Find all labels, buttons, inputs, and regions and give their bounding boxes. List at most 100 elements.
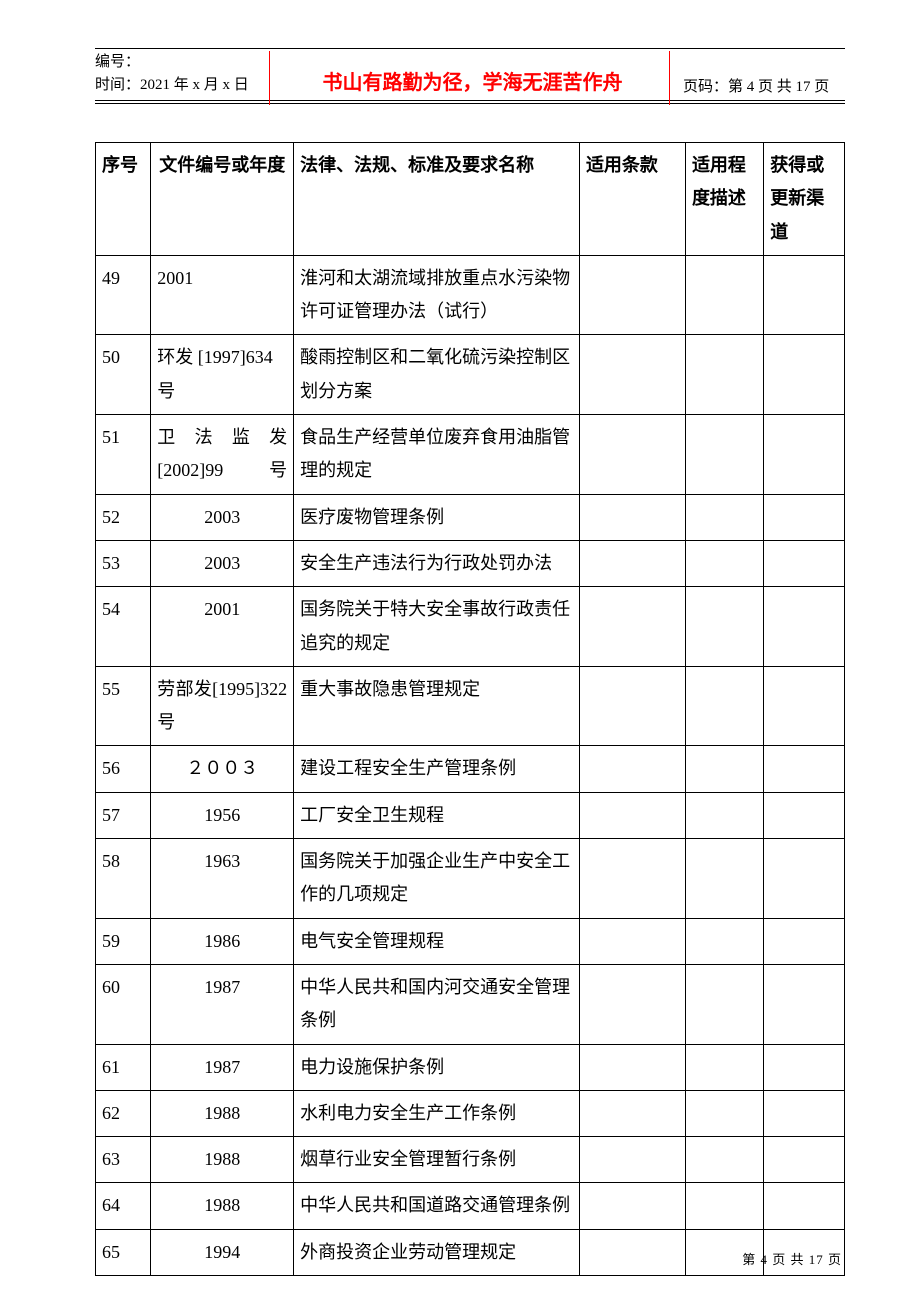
th-clause: 适用条款 bbox=[579, 143, 685, 256]
cell-degree bbox=[685, 1137, 763, 1183]
cell-clause bbox=[579, 1090, 685, 1136]
table-body: 492001淮河和太湖流域排放重点水污染物许可证管理办法（试行）50环发 [19… bbox=[96, 255, 845, 1275]
header-motto: 书山有路勤为径，学海无涯苦作舟 bbox=[270, 66, 675, 96]
table-row: 631988烟草行业安全管理暂行条例 bbox=[96, 1137, 845, 1183]
cell-name: 重大事故隐患管理规定 bbox=[294, 666, 580, 746]
cell-degree bbox=[685, 1183, 763, 1229]
cell-seq: 58 bbox=[96, 839, 151, 919]
th-source: 获得或更新渠道 bbox=[764, 143, 845, 256]
cell-doc: 2003 bbox=[151, 540, 294, 586]
cell-source bbox=[764, 964, 845, 1044]
cell-degree bbox=[685, 839, 763, 919]
cell-name: 电力设施保护条例 bbox=[294, 1044, 580, 1090]
table-row: 56２００３建设工程安全生产管理条例 bbox=[96, 746, 845, 792]
th-name: 法律、法规、标准及要求名称 bbox=[294, 143, 580, 256]
table-row: 492001淮河和太湖流域排放重点水污染物许可证管理办法（试行） bbox=[96, 255, 845, 335]
header-page-label: 页码：第 4 页 共 17 页 bbox=[675, 75, 845, 96]
table-row: 641988中华人民共和国道路交通管理条例 bbox=[96, 1183, 845, 1229]
cell-source bbox=[764, 746, 845, 792]
doc-number-label: 编号： bbox=[95, 51, 270, 74]
cell-name: 外商投资企业劳动管理规定 bbox=[294, 1229, 580, 1275]
cell-doc: 2003 bbox=[151, 494, 294, 540]
cell-name: 建设工程安全生产管理条例 bbox=[294, 746, 580, 792]
cell-degree bbox=[685, 335, 763, 415]
cell-clause bbox=[579, 1229, 685, 1275]
cell-clause bbox=[579, 918, 685, 964]
cell-seq: 63 bbox=[96, 1137, 151, 1183]
cell-doc: 1963 bbox=[151, 839, 294, 919]
cell-clause bbox=[579, 255, 685, 335]
cell-seq: 65 bbox=[96, 1229, 151, 1275]
cell-name: 国务院关于特大安全事故行政责任追究的规定 bbox=[294, 587, 580, 667]
cell-name: 工厂安全卫生规程 bbox=[294, 792, 580, 838]
footer-page-number: 第 4 页 共 17 页 bbox=[742, 1249, 842, 1268]
cell-source bbox=[764, 792, 845, 838]
table-row: 532003安全生产违法行为行政处罚办法 bbox=[96, 540, 845, 586]
cell-source bbox=[764, 1137, 845, 1183]
cell-name: 烟草行业安全管理暂行条例 bbox=[294, 1137, 580, 1183]
cell-doc: 1986 bbox=[151, 918, 294, 964]
cell-source bbox=[764, 1090, 845, 1136]
time-label: 时间：2021 年 x 月 x 日 bbox=[95, 74, 270, 97]
cell-doc: 2001 bbox=[151, 255, 294, 335]
cell-clause bbox=[579, 746, 685, 792]
cell-name: 食品生产经营单位废弃食用油脂管理的规定 bbox=[294, 415, 580, 495]
th-degree: 适用程度描述 bbox=[685, 143, 763, 256]
th-doc: 文件编号或年度 bbox=[151, 143, 294, 256]
page-container: 编号： 时间：2021 年 x 月 x 日 书山有路勤为径，学海无涯苦作舟 页码… bbox=[0, 0, 920, 1306]
cell-degree bbox=[685, 792, 763, 838]
cell-name: 医疗废物管理条例 bbox=[294, 494, 580, 540]
cell-degree bbox=[685, 666, 763, 746]
cell-doc: 1988 bbox=[151, 1183, 294, 1229]
cell-clause bbox=[579, 587, 685, 667]
cell-doc: 卫法监发[2002]99 号 bbox=[151, 415, 294, 495]
cell-clause bbox=[579, 1044, 685, 1090]
cell-doc: 环发 [1997]634号 bbox=[151, 335, 294, 415]
cell-clause bbox=[579, 415, 685, 495]
cell-doc: 1956 bbox=[151, 792, 294, 838]
cell-seq: 62 bbox=[96, 1090, 151, 1136]
table-row: 51卫法监发[2002]99 号食品生产经营单位废弃食用油脂管理的规定 bbox=[96, 415, 845, 495]
cell-clause bbox=[579, 540, 685, 586]
header-separator-left bbox=[269, 51, 270, 105]
table-row: 542001国务院关于特大安全事故行政责任追究的规定 bbox=[96, 587, 845, 667]
cell-seq: 49 bbox=[96, 255, 151, 335]
table-row: 571956工厂安全卫生规程 bbox=[96, 792, 845, 838]
cell-doc: 1988 bbox=[151, 1137, 294, 1183]
table-row: 651994外商投资企业劳动管理规定 bbox=[96, 1229, 845, 1275]
header-rule-bottom-1 bbox=[95, 100, 845, 101]
cell-degree bbox=[685, 494, 763, 540]
cell-degree bbox=[685, 415, 763, 495]
cell-seq: 61 bbox=[96, 1044, 151, 1090]
cell-degree bbox=[685, 1090, 763, 1136]
header-separator-right bbox=[669, 51, 670, 105]
table-header: 序号 文件编号或年度 法律、法规、标准及要求名称 适用条款 适用程度描述 获得或… bbox=[96, 143, 845, 256]
cell-degree bbox=[685, 918, 763, 964]
cell-degree bbox=[685, 1044, 763, 1090]
cell-seq: 56 bbox=[96, 746, 151, 792]
table-row: 522003医疗废物管理条例 bbox=[96, 494, 845, 540]
cell-name: 安全生产违法行为行政处罚办法 bbox=[294, 540, 580, 586]
cell-seq: 59 bbox=[96, 918, 151, 964]
cell-source bbox=[764, 839, 845, 919]
cell-name: 电气安全管理规程 bbox=[294, 918, 580, 964]
table-row: 621988水利电力安全生产工作条例 bbox=[96, 1090, 845, 1136]
cell-doc: ２００３ bbox=[151, 746, 294, 792]
cell-seq: 53 bbox=[96, 540, 151, 586]
cell-doc: 1988 bbox=[151, 1090, 294, 1136]
cell-seq: 55 bbox=[96, 666, 151, 746]
table-row: 601987中华人民共和国内河交通安全管理条例 bbox=[96, 964, 845, 1044]
cell-degree bbox=[685, 540, 763, 586]
table-header-row: 序号 文件编号或年度 法律、法规、标准及要求名称 适用条款 适用程度描述 获得或… bbox=[96, 143, 845, 256]
cell-name: 淮河和太湖流域排放重点水污染物许可证管理办法（试行） bbox=[294, 255, 580, 335]
table-row: 581963国务院关于加强企业生产中安全工作的几项规定 bbox=[96, 839, 845, 919]
cell-seq: 60 bbox=[96, 964, 151, 1044]
cell-doc: 1994 bbox=[151, 1229, 294, 1275]
cell-clause bbox=[579, 839, 685, 919]
cell-clause bbox=[579, 792, 685, 838]
cell-clause bbox=[579, 494, 685, 540]
cell-source bbox=[764, 415, 845, 495]
cell-clause bbox=[579, 1137, 685, 1183]
cell-doc: 1987 bbox=[151, 1044, 294, 1090]
cell-clause bbox=[579, 666, 685, 746]
